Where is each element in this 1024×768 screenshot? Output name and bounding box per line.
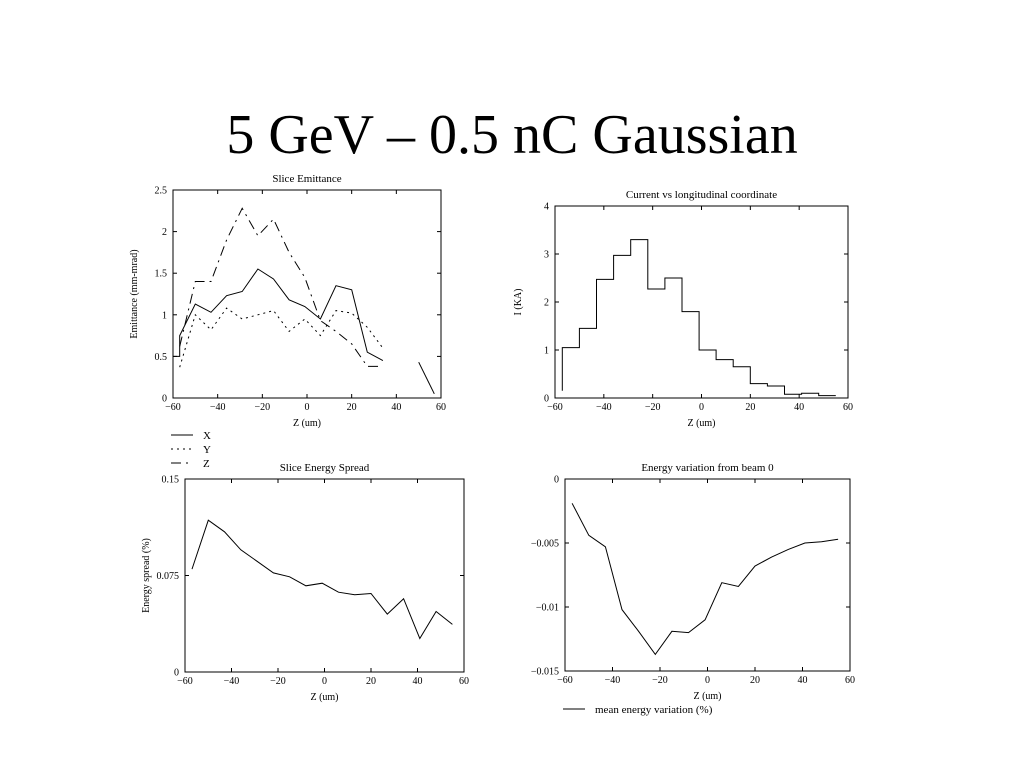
x-tick-label: −40 <box>210 402 226 413</box>
x-tick-label: −40 <box>596 402 612 413</box>
y-tick-label: 0 <box>174 668 179 679</box>
chart-title: Current vs longitudinal coordinate <box>626 189 777 201</box>
x-tick-label: −20 <box>255 402 271 413</box>
y-tick-label: −0.015 <box>531 667 559 678</box>
series-line-x <box>173 268 384 362</box>
y-axis-label: Emittance (mm-mrad) <box>129 249 140 338</box>
y-tick-label: 1 <box>544 346 549 357</box>
slide-title: 5 GeV – 0.5 nC Gaussian <box>226 104 798 166</box>
series-line-x <box>418 361 435 395</box>
series-line-z <box>179 207 383 367</box>
x-tick-label: −20 <box>270 676 286 687</box>
legend-label: X <box>203 430 211 442</box>
x-tick-label: −20 <box>652 675 668 686</box>
x-tick-label: 0 <box>705 675 710 686</box>
y-tick-label: −0.005 <box>531 539 559 550</box>
x-tick-label: 40 <box>413 676 423 687</box>
y-tick-label: 2 <box>162 227 167 238</box>
x-tick-label: −40 <box>605 675 621 686</box>
x-axis-label: Z (um) <box>310 692 338 703</box>
y-axis-label: Energy spread (%) <box>141 538 152 613</box>
y-tick-label: −0.01 <box>536 603 559 614</box>
chart-title: Energy variation from beam 0 <box>641 462 774 474</box>
x-tick-label: −60 <box>557 675 573 686</box>
legend-label: mean energy variation (%) <box>595 704 713 716</box>
y-tick-label: 0 <box>554 475 559 486</box>
x-tick-label: −60 <box>177 676 193 687</box>
x-tick-label: −60 <box>547 402 563 413</box>
plot-frame <box>564 478 851 672</box>
y-tick-label: 0 <box>544 394 549 405</box>
x-tick-label: 60 <box>845 675 855 686</box>
x-axis-label: Z (um) <box>693 691 721 702</box>
x-tick-label: 60 <box>459 676 469 687</box>
y-tick-label: 2 <box>544 298 549 309</box>
series-line <box>191 519 453 640</box>
x-tick-label: 60 <box>843 402 853 413</box>
x-tick-label: 40 <box>798 675 808 686</box>
x-tick-label: −60 <box>165 402 181 413</box>
y-tick-label: 0.15 <box>162 475 180 486</box>
x-tick-label: 20 <box>745 402 755 413</box>
current-step-line <box>561 239 836 397</box>
legend-label: Y <box>203 444 211 456</box>
x-tick-label: −20 <box>645 402 661 413</box>
x-tick-label: 0 <box>699 402 704 413</box>
y-axis-label: I (KA) <box>513 289 524 316</box>
y-tick-label: 0.075 <box>157 571 180 582</box>
x-axis-label: Z (um) <box>687 418 715 429</box>
legend-label: Z <box>203 458 210 470</box>
y-tick-label: 0.5 <box>155 352 168 363</box>
x-axis-label: Z (um) <box>293 418 321 429</box>
y-tick-label: 1 <box>162 310 167 321</box>
x-tick-label: 20 <box>347 402 357 413</box>
series-line-mean-energy-variation- <box>571 503 839 656</box>
y-tick-label: 1.5 <box>155 269 168 280</box>
y-tick-label: 3 <box>544 250 549 261</box>
y-tick-label: 0 <box>162 394 167 405</box>
x-tick-label: 0 <box>305 402 310 413</box>
chart-title: Slice Emittance <box>272 173 341 185</box>
y-tick-label: 2.5 <box>155 186 168 197</box>
x-tick-label: 20 <box>750 675 760 686</box>
y-tick-label: 4 <box>544 202 549 213</box>
x-tick-label: −40 <box>224 676 240 687</box>
x-tick-label: 20 <box>366 676 376 687</box>
x-tick-label: 60 <box>436 402 446 413</box>
x-tick-label: 0 <box>322 676 327 687</box>
x-tick-label: 40 <box>794 402 804 413</box>
x-tick-label: 40 <box>391 402 401 413</box>
chart-title: Slice Energy Spread <box>280 462 370 474</box>
